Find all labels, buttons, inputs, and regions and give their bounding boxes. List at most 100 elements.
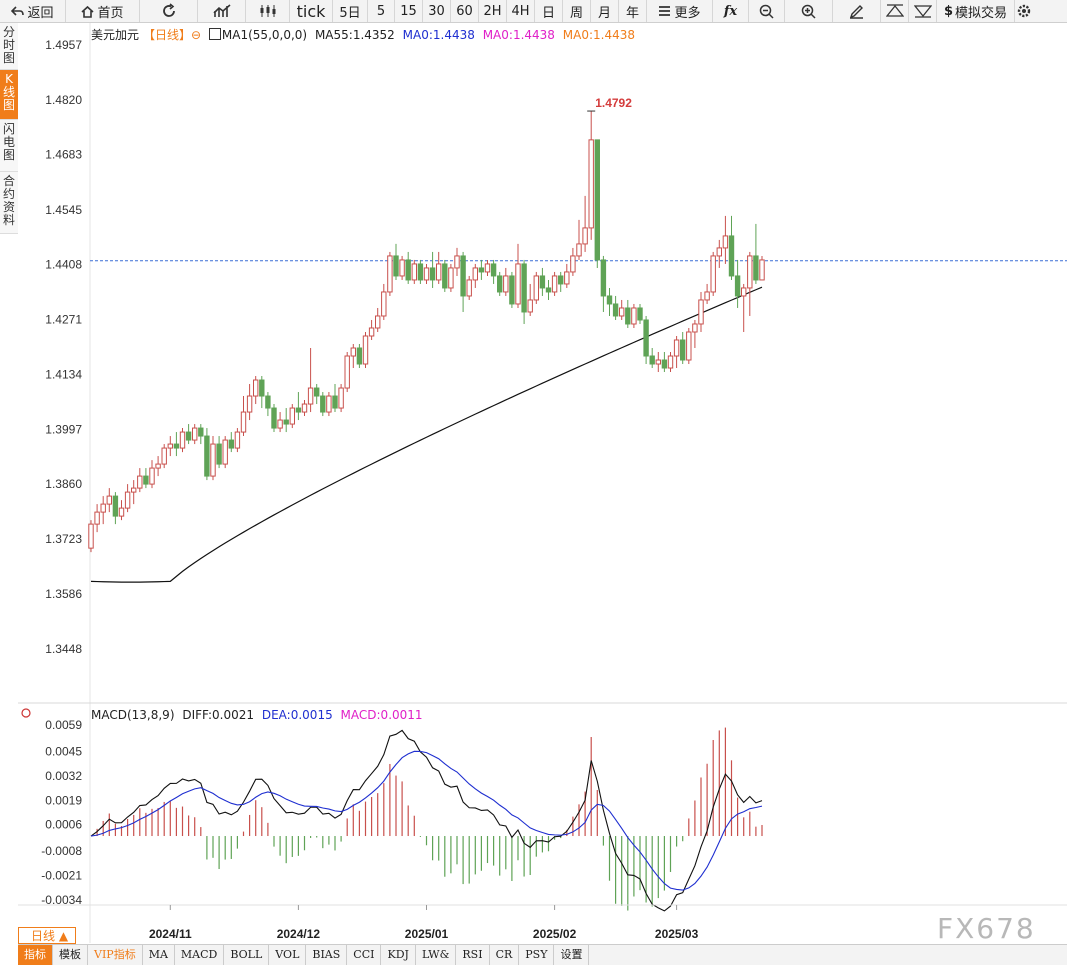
more-button[interactable]: 更多 (647, 0, 713, 22)
zoom-out-icon (759, 4, 774, 19)
back-button[interactable]: 返回 (0, 0, 66, 22)
macd-value: MACD:0.0011 (340, 708, 423, 722)
period-week[interactable]: 周 (563, 0, 591, 22)
candle-body (582, 227, 588, 245)
candle-body (173, 443, 180, 449)
settings-button[interactable] (1015, 0, 1033, 22)
indicator-tab[interactable]: KDJ (381, 945, 416, 965)
candle-body (716, 247, 722, 257)
x-date-label: 2025/02 (533, 927, 577, 941)
period-2h[interactable]: 2H (479, 0, 507, 22)
simulated-trade-button[interactable]: $ 模拟交易 (937, 0, 1015, 22)
period-60[interactable]: 60 (451, 0, 479, 22)
candle-body (643, 319, 649, 357)
period-5d[interactable]: 5日 (333, 0, 368, 22)
ma0-label-3: MA0:1.4438 (562, 28, 635, 42)
candle-body (283, 419, 289, 425)
indicator-tabs: 指标 模板 VIP指标 MA MACD BOLL VOL BIAS CCI KDJ LW& RSI CR… (18, 944, 1067, 965)
price-tick-label: 1.3723 (45, 532, 82, 546)
candle-body (497, 275, 503, 293)
candle-type-button[interactable] (246, 0, 290, 22)
ma1-label: MA1(55,0,0,0) (221, 28, 308, 42)
macd-tick-label: -0.0021 (41, 869, 82, 883)
sidebar-item-contract[interactable]: 合约资料 (0, 172, 18, 234)
indicator-tab[interactable]: CR (490, 945, 520, 965)
indicator-tab[interactable]: MACD (175, 945, 225, 965)
period-selector[interactable]: 日线 ▲ (18, 927, 76, 944)
back-arrow-icon (11, 5, 25, 16)
indicator-tab[interactable]: MA (143, 945, 175, 965)
period-year[interactable]: 年 (619, 0, 647, 22)
candle-body (216, 443, 222, 465)
more-label: 更多 (674, 5, 701, 21)
candle-body (356, 347, 363, 365)
candle-body (606, 295, 613, 305)
candle-body (747, 255, 753, 289)
triangle-down-icon (913, 5, 932, 18)
indicator-tab[interactable]: RSI (456, 945, 490, 965)
indicator-tab[interactable]: BOLL (224, 945, 270, 965)
candle-body (344, 355, 350, 389)
period-15[interactable]: 15 (395, 0, 423, 22)
indicator-tab[interactable]: BIAS (306, 945, 348, 965)
indicator-tab[interactable]: VOL (269, 945, 307, 965)
chart-svg[interactable]: 1.4957 1.4820 1.4683 1.4545 1.4408 1.4271 1.41… (18, 23, 1067, 943)
period-tick[interactable]: tick (290, 0, 333, 22)
candle-body (112, 495, 119, 517)
indicator-tab[interactable]: PSY (519, 945, 555, 965)
candle-body (100, 503, 106, 513)
zoom-out-button[interactable] (749, 0, 785, 22)
indicator-tab[interactable]: 设置 (554, 945, 590, 965)
candle-body (649, 355, 655, 365)
max-price-label: 1.4792 (595, 96, 632, 110)
price-legend: 美元加元 【日线】⊖ MA1(55,0,0,0) MA55:1.4352 MA0:… (91, 26, 639, 43)
period-5[interactable]: 5 (368, 0, 395, 22)
candle-body (734, 275, 741, 297)
candle-body (612, 303, 619, 317)
sidebar-item-timeshare[interactable]: 分时图 (0, 23, 18, 70)
price-tick-label: 1.3997 (45, 422, 82, 436)
candle-body (753, 255, 759, 281)
period-day[interactable]: 日 (535, 0, 563, 22)
candle-body (722, 235, 729, 249)
formula-button[interactable]: fx (713, 0, 749, 22)
legend-toggle-icon[interactable]: ⊖ (191, 28, 202, 42)
candle-body (375, 315, 381, 329)
price-tick-label: 1.4545 (45, 203, 82, 217)
price-tick-label: 1.3586 (45, 587, 82, 601)
sidebar-item-flash[interactable]: 闪电图 (0, 120, 18, 172)
candle-body (661, 359, 668, 369)
indicator-tab[interactable]: CCI (347, 945, 382, 965)
chart-type-button[interactable] (198, 0, 246, 22)
candle-body (625, 307, 631, 325)
candle-body (454, 255, 460, 269)
macd-dea-line (90, 750, 763, 891)
indicator-tab[interactable]: 模板 (53, 945, 88, 965)
candle-body (124, 491, 131, 509)
chart-area[interactable]: 1.4957 1.4820 1.4683 1.4545 1.4408 1.4271 1.41… (18, 23, 1067, 943)
indicator-tab[interactable]: LW& (416, 945, 457, 965)
ma-indicator-icon[interactable] (208, 28, 221, 40)
candle-body (411, 263, 418, 281)
sidebar-item-label: 分时图 (2, 25, 15, 65)
period-4h[interactable]: 4H (507, 0, 535, 22)
indicator-tab[interactable]: 指标 (18, 945, 53, 965)
candle-body (490, 263, 497, 277)
down-alert-button[interactable] (909, 0, 937, 22)
home-button[interactable]: 首页 (66, 0, 140, 22)
candle-body (637, 307, 643, 321)
zoom-in-button[interactable] (785, 0, 833, 22)
indicator-tab[interactable]: VIP指标 (88, 945, 143, 965)
candle-body (570, 255, 576, 273)
refresh-button[interactable] (140, 0, 198, 22)
candle-body (161, 447, 167, 465)
period-30[interactable]: 30 (423, 0, 451, 22)
draw-button[interactable] (833, 0, 881, 22)
up-alert-button[interactable] (881, 0, 909, 22)
price-tick-label: 1.3448 (45, 642, 82, 656)
period-month[interactable]: 月 (591, 0, 619, 22)
home-icon (81, 5, 95, 18)
symbol-name: 美元加元 (91, 28, 140, 42)
watermark: FX678 (937, 912, 1036, 945)
